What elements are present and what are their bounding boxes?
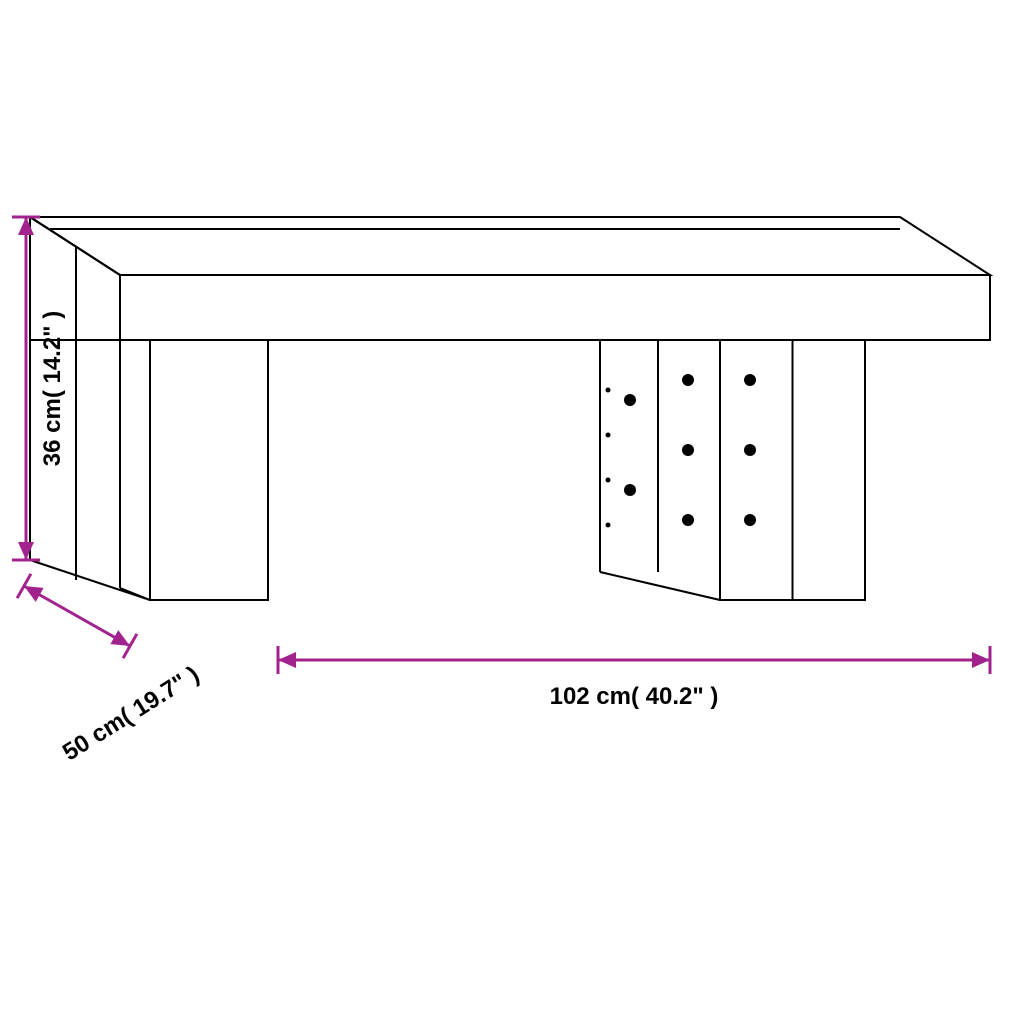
height-label: 36 cm( 14.2" ) <box>39 311 66 466</box>
dimension-labels: 36 cm( 14.2" ) 50 cm( 19.7" ) 102 cm( 40.2… <box>39 311 718 767</box>
depth-label: 50 cm( 19.7" ) <box>58 661 204 766</box>
width-label: 102 cm( 40.2" ) <box>550 683 719 710</box>
product-outline <box>30 217 990 600</box>
